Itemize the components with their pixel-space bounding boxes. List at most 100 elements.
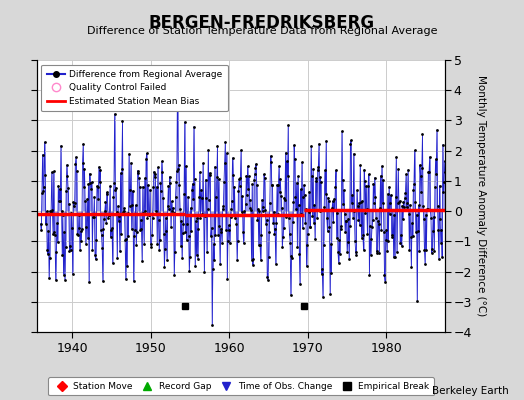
- Point: [274, 211, 282, 217]
- Point: [203, 206, 212, 212]
- Point: [131, 227, 139, 234]
- Point: [347, 200, 356, 206]
- Point: [428, 250, 436, 256]
- Point: [176, 182, 184, 188]
- Point: [244, 163, 252, 170]
- Point: [102, 220, 111, 227]
- Point: [217, 229, 226, 235]
- Point: [425, 154, 434, 160]
- Point: [95, 164, 103, 170]
- Point: [339, 201, 347, 207]
- Point: [326, 290, 334, 297]
- Point: [279, 224, 288, 231]
- Point: [129, 278, 138, 284]
- Point: [352, 249, 360, 256]
- Point: [192, 252, 201, 258]
- Point: [314, 164, 323, 170]
- Point: [269, 220, 277, 226]
- Point: [276, 176, 285, 182]
- Point: [245, 173, 253, 179]
- Point: [230, 212, 238, 218]
- Point: [246, 205, 255, 212]
- Point: [157, 188, 166, 194]
- Point: [234, 238, 242, 245]
- Point: [406, 202, 414, 208]
- Point: [39, 188, 48, 194]
- Point: [174, 166, 182, 173]
- Point: [376, 172, 385, 179]
- Point: [101, 208, 109, 214]
- Point: [138, 258, 146, 264]
- Point: [392, 154, 400, 160]
- Point: [285, 215, 293, 221]
- Point: [386, 200, 395, 206]
- Point: [375, 220, 383, 227]
- Point: [328, 270, 336, 276]
- Point: [185, 268, 193, 274]
- Point: [194, 226, 203, 232]
- Point: [387, 192, 395, 198]
- Point: [156, 180, 165, 186]
- Point: [93, 183, 101, 190]
- Point: [350, 150, 358, 157]
- Point: [149, 184, 158, 190]
- Point: [143, 150, 151, 157]
- Point: [106, 183, 114, 189]
- Point: [154, 164, 162, 170]
- Point: [207, 233, 215, 240]
- Point: [429, 228, 437, 234]
- Point: [342, 218, 351, 224]
- Point: [236, 182, 244, 189]
- Point: [237, 147, 245, 153]
- Point: [344, 215, 353, 222]
- Point: [275, 163, 283, 169]
- Point: [127, 160, 135, 166]
- Point: [176, 205, 184, 212]
- Point: [56, 186, 64, 192]
- Point: [288, 255, 297, 261]
- Point: [97, 227, 105, 234]
- Point: [239, 240, 248, 246]
- Point: [312, 175, 321, 182]
- Point: [225, 226, 234, 233]
- Point: [189, 196, 198, 202]
- Point: [216, 261, 224, 267]
- Point: [411, 199, 420, 206]
- Point: [70, 203, 78, 210]
- Point: [435, 256, 443, 263]
- Point: [391, 254, 399, 260]
- Point: [140, 175, 149, 181]
- Legend: Station Move, Record Gap, Time of Obs. Change, Empirical Break: Station Move, Record Gap, Time of Obs. C…: [48, 378, 434, 396]
- Point: [124, 233, 133, 239]
- Point: [228, 154, 237, 161]
- Point: [173, 168, 181, 174]
- Point: [341, 229, 350, 236]
- Point: [221, 138, 230, 145]
- Point: [115, 212, 124, 219]
- Point: [99, 278, 107, 284]
- Point: [132, 202, 140, 208]
- Point: [422, 246, 431, 253]
- Point: [177, 218, 185, 224]
- Point: [278, 205, 286, 212]
- Point: [114, 218, 123, 224]
- Point: [121, 237, 129, 243]
- Point: [168, 208, 177, 214]
- Point: [90, 194, 99, 200]
- Point: [195, 194, 203, 200]
- Point: [414, 228, 422, 234]
- Point: [98, 245, 106, 251]
- Point: [112, 184, 120, 191]
- Point: [249, 262, 257, 268]
- Point: [378, 200, 387, 206]
- Text: BERGEN-FREDRIKSBERG: BERGEN-FREDRIKSBERG: [149, 14, 375, 32]
- Point: [433, 127, 441, 133]
- Point: [139, 183, 147, 190]
- Point: [122, 236, 130, 243]
- Point: [226, 240, 234, 246]
- Point: [153, 241, 161, 248]
- Point: [430, 248, 439, 254]
- Point: [424, 169, 433, 175]
- Point: [214, 232, 222, 238]
- Point: [199, 160, 208, 166]
